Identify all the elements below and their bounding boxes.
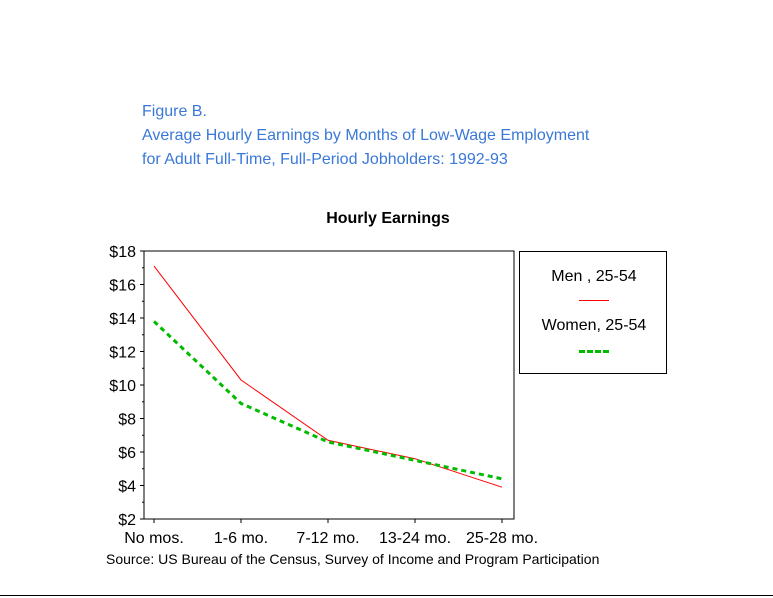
legend-label-women: Women, 25-54 (541, 317, 647, 334)
x-tick-label: 13-24 mo. (379, 530, 451, 547)
chart-title: Hourly Earnings (326, 210, 450, 227)
source-note: Source: US Bureau of the Census, Survey … (106, 551, 600, 567)
y-tick-label: $6 (118, 445, 136, 462)
series-line-men (153, 265, 503, 488)
y-tick-label: $10 (109, 378, 136, 395)
legend-swatch-women (579, 350, 609, 353)
figure-title-block: Figure B. Average Hourly Earnings by Mon… (142, 100, 589, 172)
chart-legend: Men , 25-54 Women, 25-54 (519, 251, 667, 374)
y-tick-label: $2 (118, 512, 136, 529)
x-tick-label: No mos. (124, 530, 184, 547)
x-tick-label: 7-12 mo. (296, 530, 359, 547)
series-line-women (152, 320, 503, 481)
legend-swatch-men (579, 300, 609, 301)
y-tick-label: $4 (118, 479, 136, 496)
bottom-rule (0, 595, 773, 596)
figure-label: Figure B. (142, 103, 207, 120)
x-tick-label: 25-28 mo. (466, 530, 538, 547)
figure-title-line-1: Average Hourly Earnings by Months of Low… (142, 127, 590, 144)
figure-title-line-2: for Adult Full-Time, Full-Period Jobhold… (142, 151, 508, 168)
y-tick-label: $18 (109, 244, 136, 261)
x-tick-label: 1-6 mo. (214, 530, 268, 547)
legend-label-men: Men , 25-54 (551, 268, 637, 285)
y-tick-label: $8 (118, 412, 136, 429)
y-tick-label: $16 (109, 278, 136, 295)
plot-frame (143, 250, 515, 520)
y-tick-label: $12 (109, 345, 136, 362)
y-tick-label: $14 (109, 311, 136, 328)
